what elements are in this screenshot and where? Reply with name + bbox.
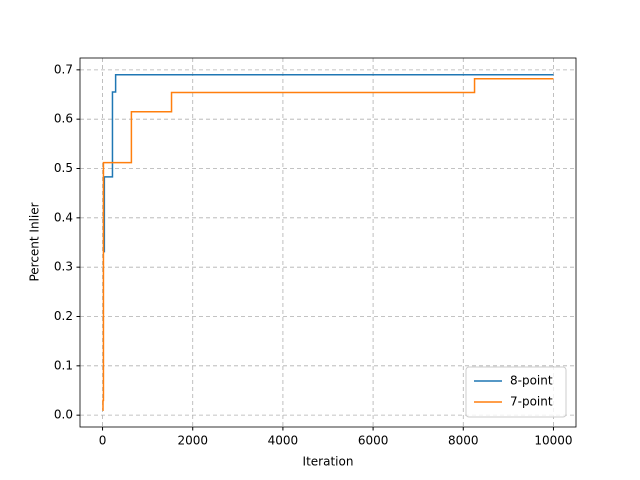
plot-frame — [79, 57, 577, 428]
x-tick-label: 6000 — [358, 434, 389, 448]
legend-label: 7-point — [510, 395, 553, 409]
y-tick-label: 0.1 — [54, 358, 73, 372]
x-tick-label: 0 — [99, 434, 107, 448]
y-axis-label: Percent Inlier — [28, 202, 42, 281]
legend-label: 8-point — [510, 374, 553, 388]
x-tick-label: 4000 — [268, 434, 299, 448]
y-tick-label: 0.7 — [54, 62, 73, 76]
data-line — [103, 74, 554, 253]
y-tick-label: 0.6 — [54, 112, 73, 126]
legend: 8-point 7-point — [465, 366, 567, 418]
x-tick-label: 10000 — [534, 434, 572, 448]
y-tick-label: 0.3 — [54, 260, 73, 274]
x-tick-label: 8000 — [448, 434, 479, 448]
y-tick-label: 0.2 — [54, 309, 73, 323]
x-axis-label: Iteration — [303, 455, 354, 469]
y-tick-label: 0.5 — [54, 161, 73, 175]
legend-box — [465, 366, 567, 418]
x-tick-label: 2000 — [177, 434, 208, 448]
y-tick-label: 0.4 — [54, 210, 73, 224]
data-line — [102, 77, 554, 411]
y-tick-label: 0.0 — [54, 408, 73, 422]
